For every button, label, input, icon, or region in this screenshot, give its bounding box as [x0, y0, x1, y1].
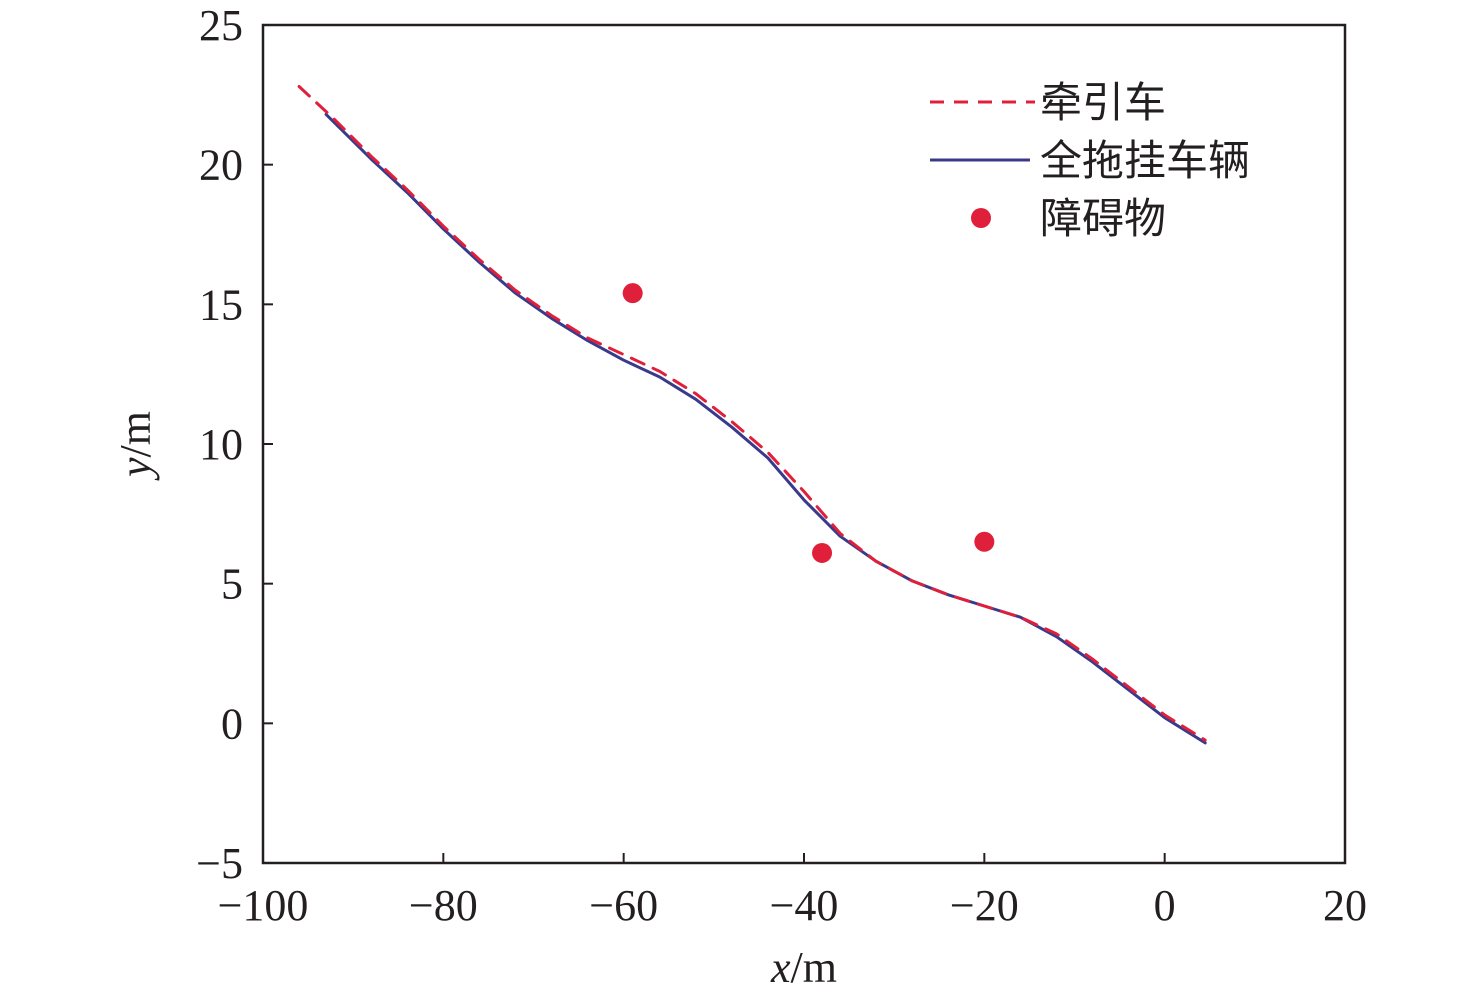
obstacle-point	[622, 283, 643, 304]
axis-ticks: −100 −80 −60 −40 −20 0 20 −5 0 5 10 15 20 25	[196, 1, 1367, 930]
series-line-vehicle	[324, 112, 1207, 745]
legend: 牵引车 全拖挂车辆 障碍物	[930, 78, 1250, 243]
series-line-tractor	[297, 85, 1207, 742]
obstacle-point	[974, 531, 995, 552]
legend-label-obstacle: 障碍物	[1040, 194, 1166, 243]
x-tick-label: −20	[950, 881, 1019, 930]
x-tick-label: −80	[409, 881, 478, 930]
x-tick-label: −40	[770, 881, 839, 930]
x-tick-label: −60	[589, 881, 658, 930]
obstacle-point	[812, 542, 833, 563]
y-tick-label: 25	[199, 1, 243, 50]
y-tick-label: 15	[199, 280, 243, 329]
y-tick-label: 20	[199, 141, 243, 190]
x-axis-label: x/m	[770, 943, 837, 992]
obstacle-layer	[622, 283, 995, 563]
x-tick-label: 20	[1323, 881, 1367, 930]
y-tick-label: 0	[221, 699, 243, 748]
legend-marker-obstacle	[971, 208, 991, 228]
y-tick-label: 5	[221, 560, 243, 609]
x-tick-label: −100	[218, 881, 309, 930]
y-axis-label: y/m	[111, 411, 160, 481]
y-tick-label: −5	[196, 839, 243, 888]
y-tick-label: 10	[199, 420, 243, 469]
legend-label-tractor: 牵引车	[1040, 78, 1166, 127]
legend-label-vehicle: 全拖挂车辆	[1040, 136, 1250, 185]
series-layer	[297, 85, 1207, 745]
x-tick-label: 0	[1154, 881, 1176, 930]
